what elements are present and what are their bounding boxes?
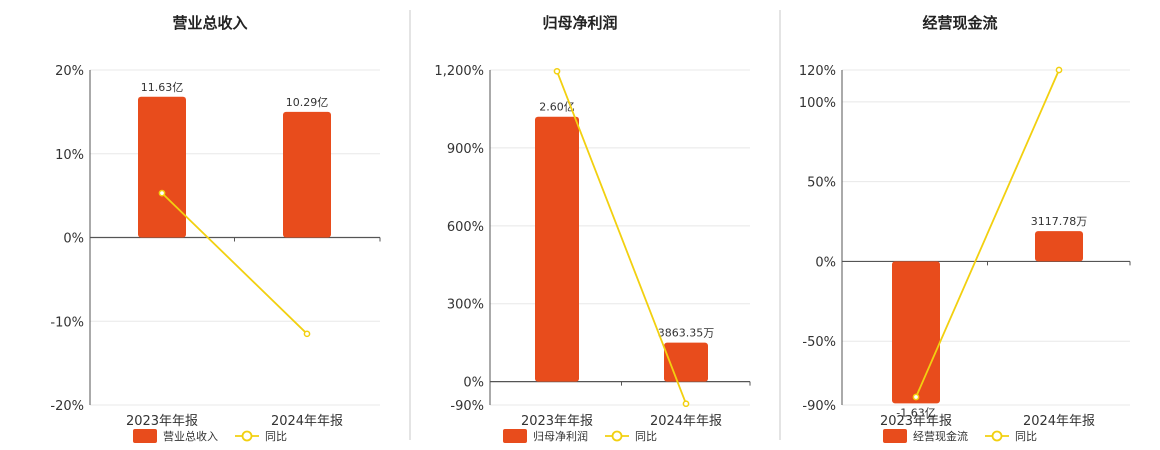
y-tick-label: 0% <box>815 255 836 270</box>
legend-line-marker <box>241 430 253 442</box>
chart-panel-1: 营业总收入 20% 10% 0% -10% -20% 11.63亿 10.29亿 2023年年报… <box>50 14 381 443</box>
yoy-line <box>556 70 687 405</box>
x-category-label: 2023年年报 <box>880 414 952 429</box>
legend-bar-label: 经营现金流 <box>913 429 968 443</box>
y-tick-label: 900% <box>447 142 484 157</box>
bar <box>535 116 579 382</box>
yoy-point <box>303 330 311 338</box>
y-tick-label: 120% <box>799 64 836 79</box>
y-tick-label: -90% <box>450 399 484 414</box>
bar <box>1035 231 1083 262</box>
bar-value-label: 2.60亿 <box>539 101 575 114</box>
legend-bar-label: 归母净利润 <box>533 429 588 443</box>
y-tick-label: 600% <box>447 220 484 235</box>
x-category-label: 2024年年报 <box>650 414 722 429</box>
y-tick-label: 0% <box>63 232 84 247</box>
y-tick-label: -20% <box>50 399 84 414</box>
bar-value-label: 11.63亿 <box>141 81 184 94</box>
bar <box>664 342 708 382</box>
bar <box>892 261 940 404</box>
legend-line-marker <box>991 430 1003 442</box>
chart-title: 归母净利润 <box>542 14 617 32</box>
y-tick-label: 100% <box>799 96 836 111</box>
y-tick-label: 20% <box>55 64 84 79</box>
y-tick-label: 1,200% <box>434 64 484 79</box>
x-category-label: 2024年年报 <box>1023 414 1095 429</box>
y-tick-label: 10% <box>55 148 84 163</box>
y-tick-label: -50% <box>802 335 836 350</box>
legend: 归母净利润 同比 <box>503 429 657 443</box>
bar-value-label: -1.63亿 <box>896 406 935 419</box>
legend: 营业总收入 同比 <box>133 429 287 443</box>
yoy-point <box>912 393 920 401</box>
yoy-point <box>1055 66 1063 74</box>
legend-bar-label: 营业总收入 <box>163 429 218 443</box>
bar <box>283 111 331 238</box>
chart-title: 经营现金流 <box>922 14 997 32</box>
y-tick-label: 0% <box>463 376 484 391</box>
y-tick-label: -90% <box>802 399 836 414</box>
yoy-line <box>161 192 308 335</box>
chart-panel-2: 归母净利润 1,200% 900% 600% 300% 0% -90% 2.60亿 3863.3… <box>434 14 751 443</box>
yoy-point <box>682 400 690 408</box>
y-tick-label: 50% <box>807 176 836 191</box>
yoy-point <box>553 67 561 75</box>
legend-line-label: 同比 <box>635 430 657 443</box>
legend-line-label: 同比 <box>265 430 287 443</box>
legend-line-label: 同比 <box>1015 430 1037 443</box>
yoy-line <box>915 69 1060 398</box>
x-category-label: 2023年年报 <box>126 414 198 429</box>
legend-bar-swatch <box>883 429 907 443</box>
legend-bar-swatch <box>503 429 527 443</box>
chart-title: 营业总收入 <box>172 14 247 32</box>
bar <box>138 96 186 238</box>
bar-value-label: 3863.35万 <box>658 327 715 340</box>
legend-line-marker <box>611 430 623 442</box>
bar-value-label: 10.29亿 <box>286 96 329 109</box>
chart-panel-3: 经营现金流 120% 100% 50% 0% -50% -90% -1.63亿 3117.78万… <box>799 14 1131 443</box>
x-category-label: 2024年年报 <box>271 414 343 429</box>
yoy-point <box>158 189 166 197</box>
y-tick-label: 300% <box>447 298 484 313</box>
legend-bar-swatch <box>133 429 157 443</box>
bar-value-label: 3117.78万 <box>1031 215 1088 228</box>
x-category-label: 2023年年报 <box>521 414 593 429</box>
y-tick-label: -10% <box>50 315 84 330</box>
legend: 经营现金流 同比 <box>883 429 1037 443</box>
